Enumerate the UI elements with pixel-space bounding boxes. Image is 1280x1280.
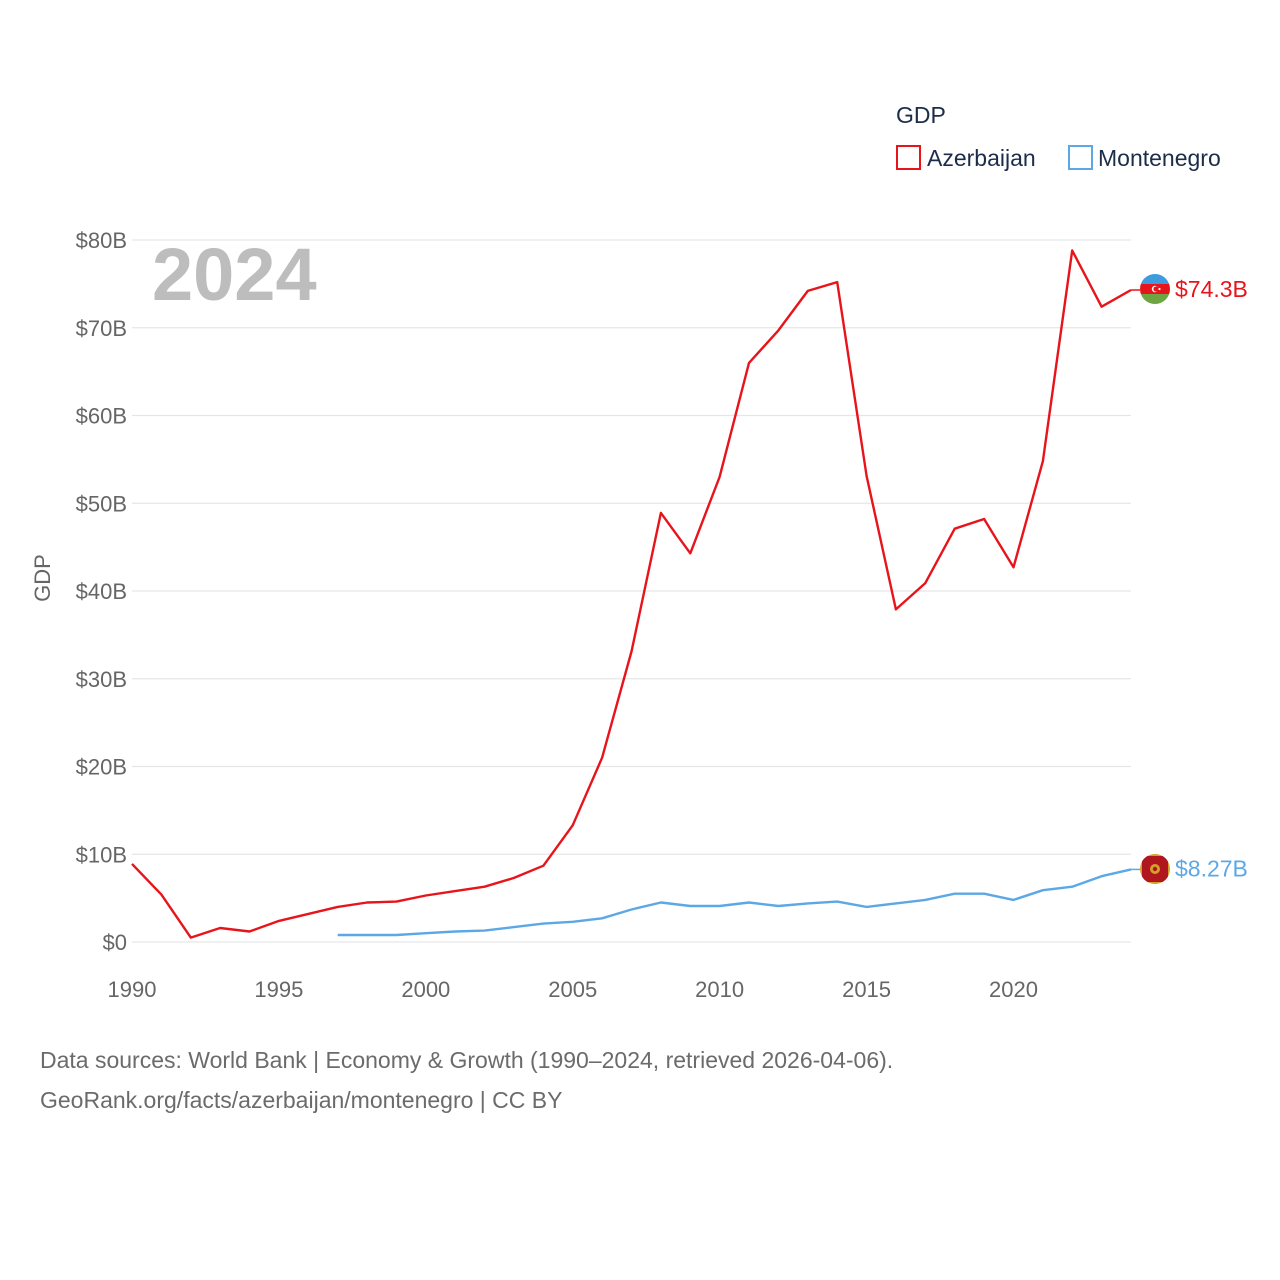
legend-label-azerbaijan[interactable]: Azerbaijan	[927, 145, 1036, 171]
x-tick-label: 2000	[401, 977, 450, 1002]
y-tick-label: $70B	[76, 316, 127, 341]
y-tick-label: $50B	[76, 491, 127, 516]
series-line-montenegro[interactable]	[337, 868, 1132, 937]
x-tick-label: 2005	[548, 977, 597, 1002]
end-label-montenegro: $8.27B	[1175, 855, 1248, 881]
montenegro-flag-icon	[1140, 854, 1170, 884]
series-line-azerbaijan[interactable]	[131, 249, 1132, 939]
source-footer: Data sources: World Bank | Economy & Gro…	[40, 1040, 893, 1120]
x-tick-label: 2020	[989, 977, 1038, 1002]
y-axis-label: GDP	[30, 554, 55, 602]
azerbaijan-flag-icon	[1140, 274, 1170, 304]
y-tick-label: $40B	[76, 579, 127, 604]
x-axis-ticks: 1990 1995 2000 2005 2010 2015 2020	[108, 977, 1038, 1002]
x-tick-label: 2015	[842, 977, 891, 1002]
gdp-line-chart: $0$10B$20B$30B$40B$50B$60B$70B$80B 1990 1…	[30, 102, 1248, 1002]
y-tick-label: $60B	[76, 404, 127, 429]
x-tick-label: 1995	[254, 977, 303, 1002]
y-tick-label: $80B	[76, 228, 127, 253]
y-tick-label: $10B	[76, 842, 127, 867]
x-tick-label: 1990	[108, 977, 157, 1002]
series-lines	[131, 249, 1140, 939]
source-line-2: GeoRank.org/facts/azerbaijan/montenegro …	[40, 1087, 563, 1113]
end-labels: $74.3B $8.27B	[1175, 276, 1248, 881]
legend-swatch-azerbaijan[interactable]	[896, 145, 921, 170]
x-tick-label: 2010	[695, 977, 744, 1002]
y-axis-ticks: $0 $10B $20B $30B $40B $50B $60B $70B $80B	[76, 228, 127, 955]
year-watermark: 2024	[152, 233, 317, 316]
end-label-azerbaijan: $74.3B	[1175, 276, 1248, 302]
y-tick-label: $0	[103, 930, 127, 955]
legend-title: GDP	[896, 102, 946, 128]
y-tick-label: $30B	[76, 667, 127, 692]
legend-label-montenegro[interactable]: Montenegro	[1098, 145, 1221, 171]
source-line-1: Data sources: World Bank | Economy & Gro…	[40, 1047, 894, 1073]
y-tick-label: $20B	[76, 755, 127, 780]
legend-swatch-montenegro[interactable]	[1068, 145, 1093, 170]
gridlines	[132, 239, 1131, 943]
